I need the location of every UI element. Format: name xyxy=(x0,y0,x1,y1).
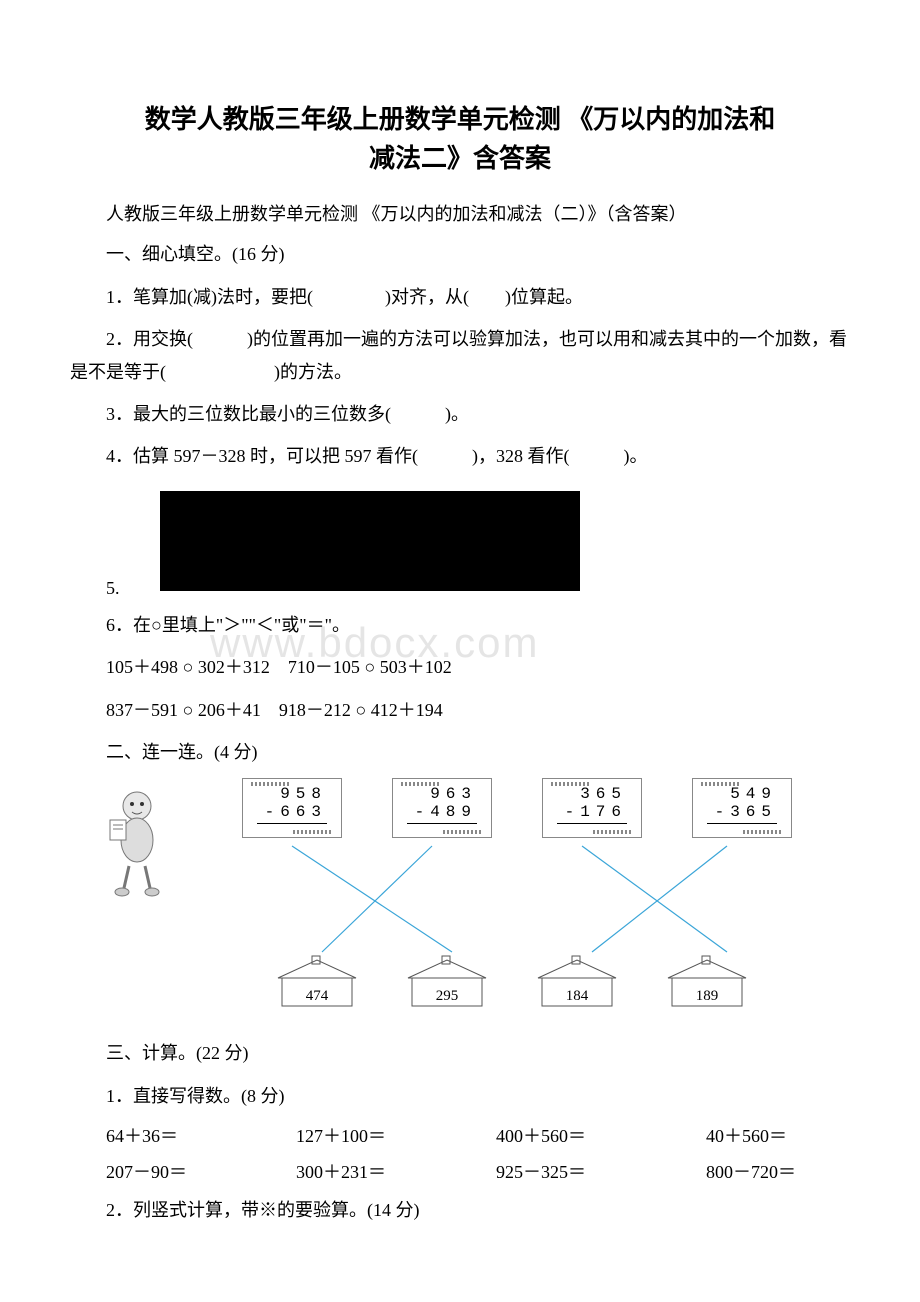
question-3: 3．最大的三位数比最小的三位数多( )。 xyxy=(70,398,850,430)
question-2: 2．用交换( )的位置再加一遍的方法可以验算加法，也可以用和减去其中的一个加数，… xyxy=(70,323,850,388)
calc-1d: 40＋560＝ xyxy=(670,1122,850,1148)
answer-house: 184 xyxy=(532,954,622,1027)
subtraction-box: 958-663 xyxy=(242,778,342,838)
question-4: 4．估算 597－328 时，可以把 597 看作( )，328 看作( )。 xyxy=(70,440,850,472)
question-1: 1．笔算加(减)法时，要把( )对齐，从( )位算起。 xyxy=(70,281,850,313)
answer-house: 295 xyxy=(402,954,492,1027)
calc-1a: 64＋36＝ xyxy=(70,1122,260,1148)
question-6-line-2: 837－591 ○ 206＋41 918－212 ○ 412＋194 xyxy=(70,694,850,726)
answer-house: 474 xyxy=(272,954,362,1027)
title-line-1: 数学人教版三年级上册数学单元检测 《万以内的加法和 xyxy=(70,100,850,139)
calc-2d: 800－720＝ xyxy=(670,1158,850,1184)
answer-house: 189 xyxy=(662,954,752,1027)
redacted-box xyxy=(160,491,580,591)
subtraction-box: 549-365 xyxy=(692,778,792,838)
calc-2a: 207－90＝ xyxy=(70,1158,260,1184)
question-3-1: 1．直接写得数。(8 分) xyxy=(70,1080,850,1112)
matching-diagram: 958-663 963-489 365-176 549-365 474 295 184 18… xyxy=(102,778,850,1027)
title-line-2: 减法二》含答案 xyxy=(70,139,850,178)
section-3-header: 三、计算。(22 分) xyxy=(70,1037,850,1069)
subtraction-box: 963-489 xyxy=(392,778,492,838)
section-1-header: 一、细心填空。(16 分) xyxy=(70,238,850,270)
subtraction-box: 365-176 xyxy=(542,778,642,838)
subtitle: 人教版三年级上册数学单元检测 《万以内的加法和减法（二）》（含答案） xyxy=(70,198,850,230)
question-6-line-1: 105＋498 ○ 302＋312 710－105 ○ 503＋102 xyxy=(70,651,850,683)
question-3-2: 2．列竖式计算，带※的要验算。(14 分) xyxy=(70,1194,850,1226)
question-5-number: 5. xyxy=(106,578,120,599)
calc-2b: 300＋231＝ xyxy=(260,1158,460,1184)
calc-1c: 400＋560＝ xyxy=(460,1122,670,1148)
calc-2c: 925－325＝ xyxy=(460,1158,670,1184)
section-2-header: 二、连一连。(4 分) xyxy=(70,736,850,768)
calc-1b: 127＋100＝ xyxy=(260,1122,460,1148)
question-6-header: 6．在○里填上"＞""＜"或"＝"。 xyxy=(70,609,850,641)
cartoon-character-icon xyxy=(102,778,172,913)
